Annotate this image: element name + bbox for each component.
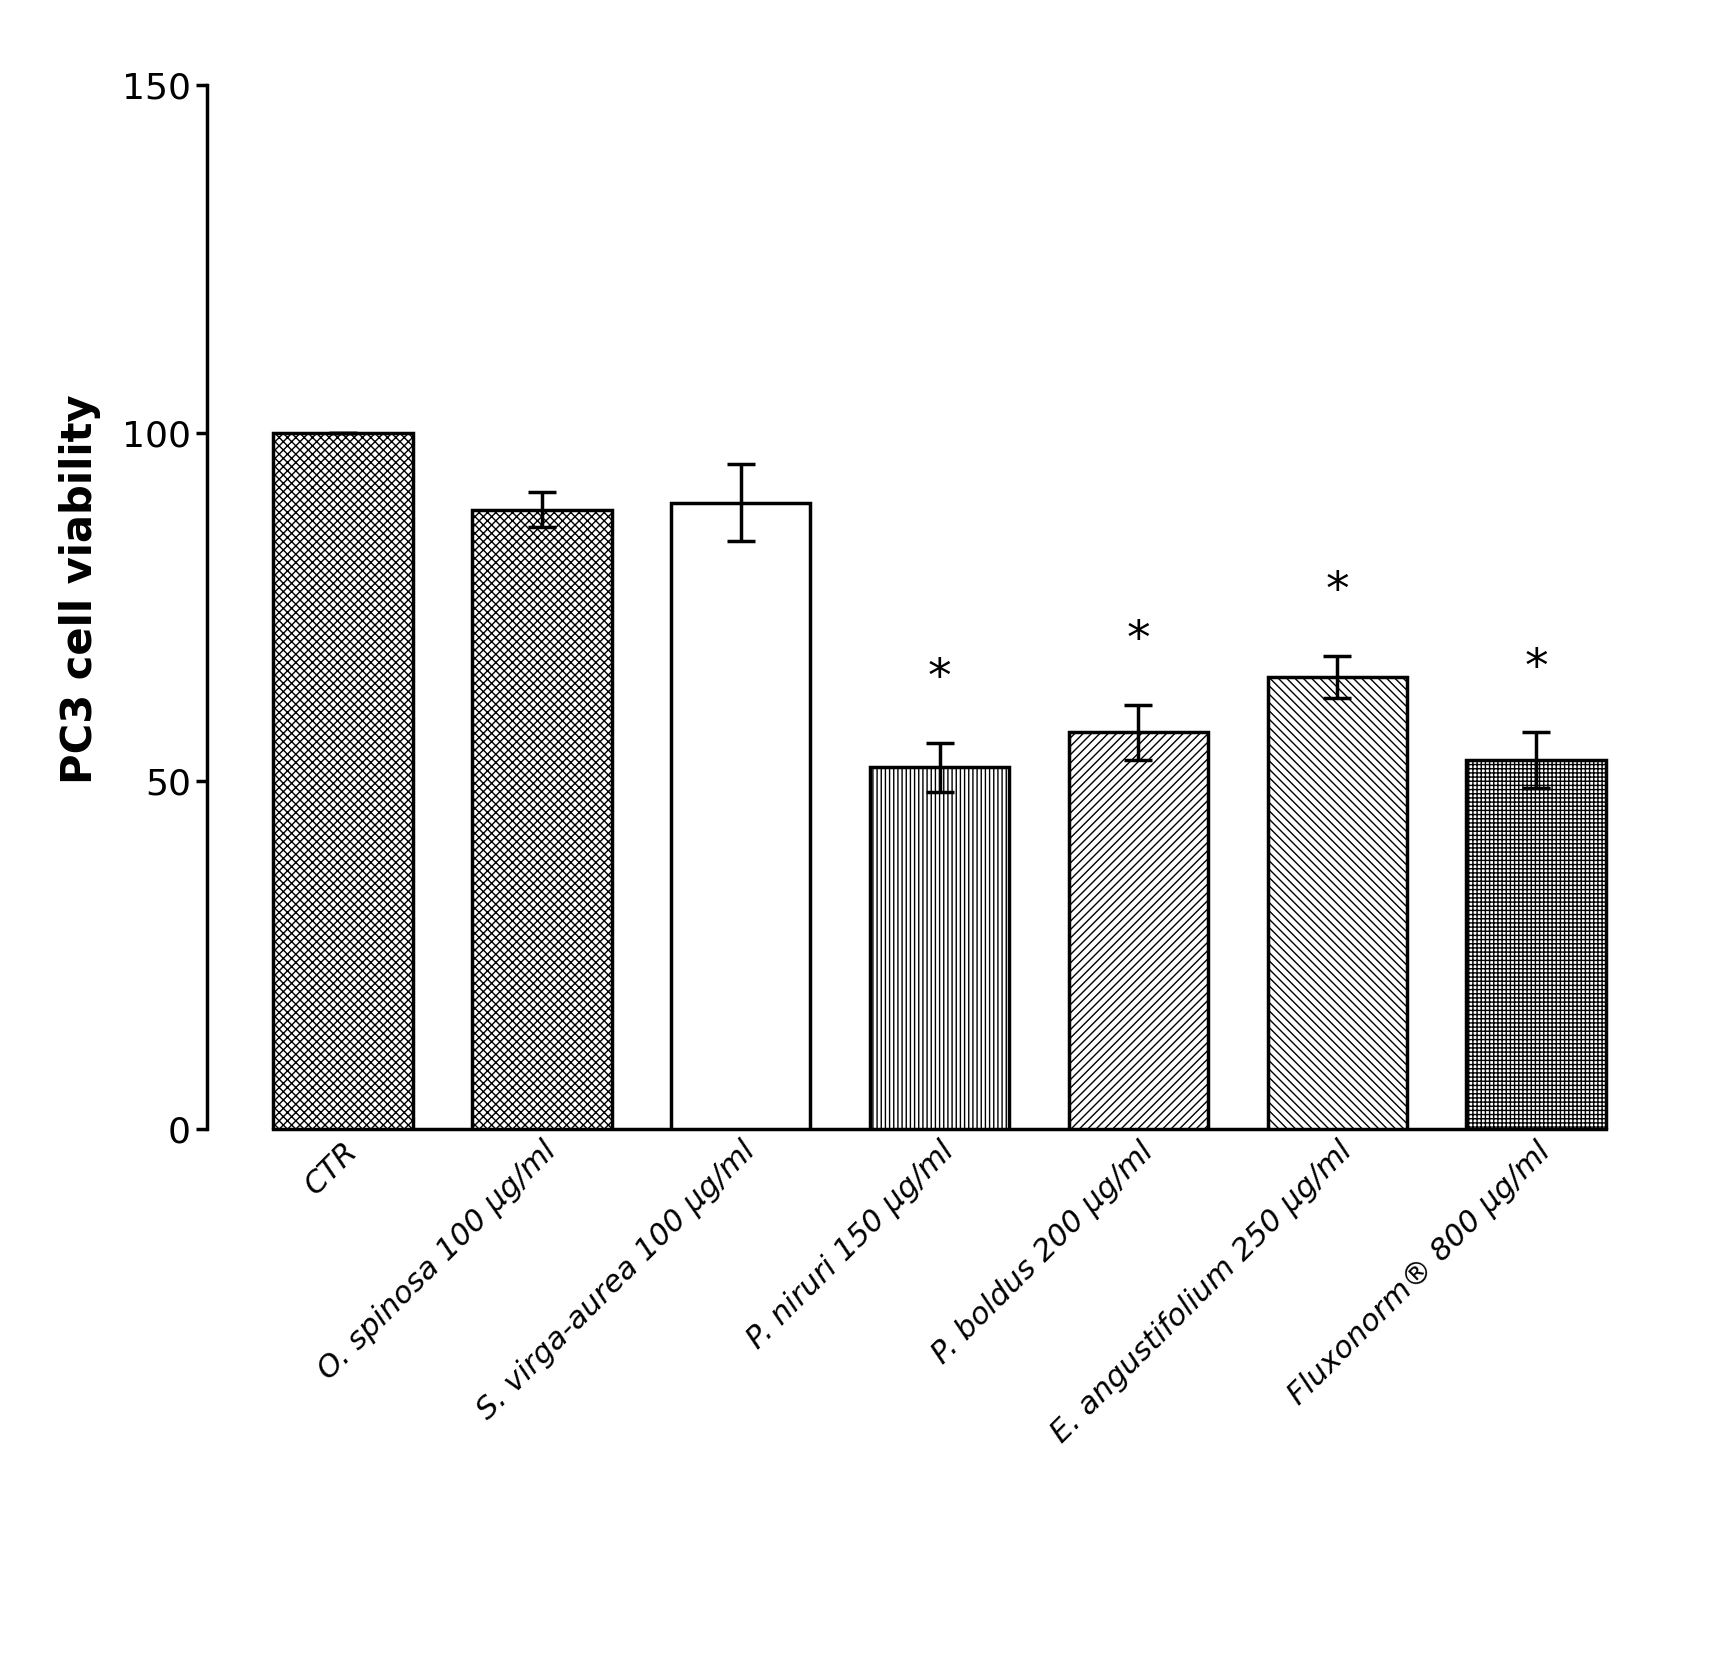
Text: *: * [1523,646,1547,691]
Text: *: * [927,656,951,701]
Bar [1266,676,1406,1129]
Bar [1466,761,1604,1129]
Bar [274,434,412,1129]
Text: *: * [1125,618,1149,663]
Bar [670,503,810,1129]
Bar [1068,733,1208,1129]
Bar [472,510,612,1129]
Text: *: * [1325,570,1349,615]
Bar [870,767,1008,1129]
Y-axis label: PC3 cell viability: PC3 cell viability [59,395,102,784]
